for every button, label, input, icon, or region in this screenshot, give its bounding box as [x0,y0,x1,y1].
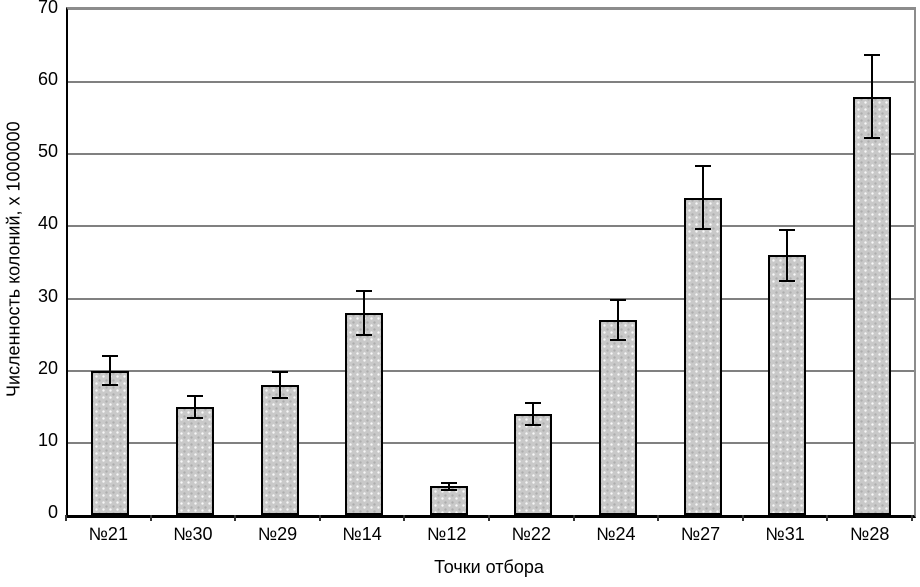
x-axis-title: Точки отбора [434,557,544,577]
gridline-20 [68,369,914,372]
error-bar-cap [525,423,542,426]
x-axis-tick [318,515,321,521]
gridline-30 [68,297,914,300]
error-bar-cap [440,488,457,491]
gridline-40 [68,225,914,228]
x-axis-tick [488,515,490,521]
x-axis-tick [911,515,913,521]
x-axis-tick [826,515,829,521]
x-axis-tick [65,515,67,521]
plot-area [66,7,916,518]
bar-№24 [598,320,637,515]
x-tick-label-№30: №30 [173,524,213,544]
error-bar-cap [525,402,542,405]
error-bar-line [870,54,873,139]
error-bar-line [193,395,196,418]
error-bar-cap [694,228,711,231]
x-tick-label-№21: №21 [88,524,128,544]
error-bar-cap [356,290,373,293]
error-bar-cap [779,279,796,282]
bar-№28 [852,96,891,515]
x-axis-tick [403,515,406,521]
error-bar-cap [271,371,288,374]
x-axis-tick [741,515,744,521]
error-bar-cap [609,339,626,342]
bar-№30 [175,406,214,515]
y-tick-label-20: 20 [37,357,58,378]
x-tick-label-№31: №31 [765,524,805,544]
bar-№31 [768,255,807,515]
error-bar-cap [779,229,796,232]
bar-№22 [514,414,553,515]
error-bar-cap [102,355,119,358]
y-tick-label-30: 30 [37,285,58,306]
y-tick-label-60: 60 [37,69,58,90]
error-bar-cap [186,394,203,397]
error-bar-line [616,300,619,341]
x-tick-label-№27: №27 [680,524,721,544]
x-axis-tick [657,515,660,521]
error-bar-line [786,230,789,281]
bar-№12 [429,486,468,515]
error-bar-line [363,291,366,335]
bar-№27 [683,197,722,515]
bar-№21 [91,370,130,515]
error-bar-cap [186,416,203,419]
error-bar-line [278,372,281,399]
gridline-50 [68,153,914,156]
x-axis-tick [234,515,237,521]
error-bar-line [532,403,535,425]
gridline-60 [68,81,914,84]
error-bar-cap [863,137,880,140]
x-tick-label-№28: №28 [850,524,890,544]
error-bar-cap [440,481,457,484]
y-tick-label-10: 10 [37,429,58,450]
x-tick-label-№29: №29 [257,524,298,544]
error-bar-line [701,165,704,230]
x-axis-tick [149,515,152,521]
bar-№14 [345,313,384,515]
y-tick-label-70: 70 [37,0,58,17]
error-bar-line [447,482,450,490]
error-bar-cap [609,299,626,301]
error-bar-cap [863,53,880,56]
x-axis-tick [572,515,575,521]
error-bar-cap [694,164,711,167]
x-tick-label-№14: №14 [342,524,382,544]
x-tick-label-№24: №24 [596,524,636,544]
y-tick-label-0: 0 [47,502,58,522]
error-bar-cap [271,397,288,400]
error-bar-line [109,356,112,386]
error-bar-cap [356,333,373,336]
x-tick-label-№12: №12 [427,524,467,544]
gridline-10 [68,441,914,444]
y-tick-label-40: 40 [37,213,58,234]
error-bar-cap [102,384,119,387]
bar-№29 [260,385,299,515]
x-tick-label-№22: №22 [511,524,551,544]
y-tick-label-50: 50 [37,141,58,162]
